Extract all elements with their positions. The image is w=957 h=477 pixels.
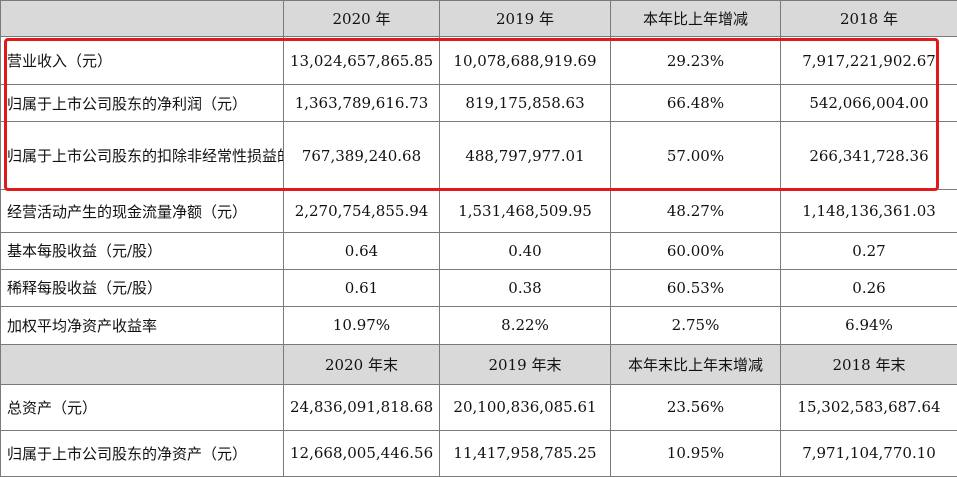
value-2019: 8.22% — [439, 305, 611, 345]
row-label: 归属于上市公司股东的净资产（元） — [0, 429, 284, 477]
value-2020: 767,389,240.68 — [283, 121, 440, 191]
table-row-diluted-eps: 稀释每股收益（元/股） 0.61 0.38 60.53% 0.26 — [0, 268, 957, 307]
value-2018: 6.94% — [780, 305, 957, 345]
table-row-revenue: 营业收入（元） 13,024,657,865.85 10,078,688,919… — [0, 36, 957, 86]
header-2020: 2020 年 — [283, 0, 440, 38]
value-2020: 13,024,657,865.85 — [283, 36, 440, 86]
value-2020: 24,836,091,818.68 — [283, 383, 440, 431]
value-2018: 15,302,583,687.64 — [780, 383, 957, 431]
header-row-year-end: 2020 年末 2019 年末 本年末比上年末增减 2018 年末 — [0, 343, 957, 385]
value-2019: 488,797,977.01 — [439, 121, 611, 191]
value-2018: 0.26 — [780, 268, 957, 307]
row-label: 归属于上市公司股东的扣除非经常性损益的净利润（元） — [0, 121, 284, 191]
header-2019-end: 2019 年末 — [439, 343, 611, 385]
table-row-net-assets: 归属于上市公司股东的净资产（元） 12,668,005,446.56 11,41… — [0, 429, 957, 477]
value-change: 2.75% — [610, 305, 781, 345]
header-2018-end: 2018 年末 — [780, 343, 957, 385]
value-change: 10.95% — [610, 429, 781, 477]
table-row-basic-eps: 基本每股收益（元/股） 0.64 0.40 60.00% 0.27 — [0, 232, 957, 270]
table-row-operating-cash-flow: 经营活动产生的现金流量净额（元） 2,270,754,855.94 1,531,… — [0, 189, 957, 234]
value-change: 23.56% — [610, 383, 781, 431]
row-label: 经营活动产生的现金流量净额（元） — [0, 189, 284, 234]
value-change: 66.48% — [610, 84, 781, 123]
value-change: 60.00% — [610, 232, 781, 270]
value-2020: 10.97% — [283, 305, 440, 345]
value-2019: 20,100,836,085.61 — [439, 383, 611, 431]
value-change: 29.23% — [610, 36, 781, 86]
value-2019: 11,417,958,785.25 — [439, 429, 611, 477]
value-2020: 12,668,005,446.56 — [283, 429, 440, 477]
table-row-deducted-net-profit: 归属于上市公司股东的扣除非经常性损益的净利润（元） 767,389,240.68… — [0, 121, 957, 191]
header-2020-end: 2020 年末 — [283, 343, 440, 385]
value-change: 60.53% — [610, 268, 781, 307]
table-row-total-assets: 总资产（元） 24,836,091,818.68 20,100,836,085.… — [0, 383, 957, 431]
table-row-roe: 加权平均净资产收益率 10.97% 8.22% 2.75% 6.94% — [0, 305, 957, 345]
header-change-end: 本年末比上年末增减 — [610, 343, 781, 385]
header-2019: 2019 年 — [439, 0, 611, 38]
header-blank-cell — [0, 343, 284, 385]
value-2020: 0.64 — [283, 232, 440, 270]
value-2018: 7,971,104,770.10 — [780, 429, 957, 477]
value-2019: 10,078,688,919.69 — [439, 36, 611, 86]
row-label: 加权平均净资产收益率 — [0, 305, 284, 345]
value-2019: 1,531,468,509.95 — [439, 189, 611, 234]
header-blank-cell — [0, 0, 284, 38]
header-2018: 2018 年 — [780, 0, 957, 38]
value-2019: 0.40 — [439, 232, 611, 270]
row-label: 总资产（元） — [0, 383, 284, 431]
value-2018: 542,066,004.00 — [780, 84, 957, 123]
row-label: 基本每股收益（元/股） — [0, 232, 284, 270]
header-change: 本年比上年增减 — [610, 0, 781, 38]
value-change: 57.00% — [610, 121, 781, 191]
value-2020: 1,363,789,616.73 — [283, 84, 440, 123]
value-2019: 819,175,858.63 — [439, 84, 611, 123]
value-2018: 0.27 — [780, 232, 957, 270]
value-2018: 7,917,221,902.67 — [780, 36, 957, 86]
row-label: 营业收入（元） — [0, 36, 284, 86]
value-2019: 0.38 — [439, 268, 611, 307]
row-label: 稀释每股收益（元/股） — [0, 268, 284, 307]
row-label: 归属于上市公司股东的净利润（元） — [0, 84, 284, 123]
header-row-years: 2020 年 2019 年 本年比上年增减 2018 年 — [0, 0, 957, 38]
value-change: 48.27% — [610, 189, 781, 234]
value-2018: 266,341,728.36 — [780, 121, 957, 191]
table-row-net-profit: 归属于上市公司股东的净利润（元） 1,363,789,616.73 819,17… — [0, 84, 957, 123]
value-2020: 2,270,754,855.94 — [283, 189, 440, 234]
value-2018: 1,148,136,361.03 — [780, 189, 957, 234]
value-2020: 0.61 — [283, 268, 440, 307]
